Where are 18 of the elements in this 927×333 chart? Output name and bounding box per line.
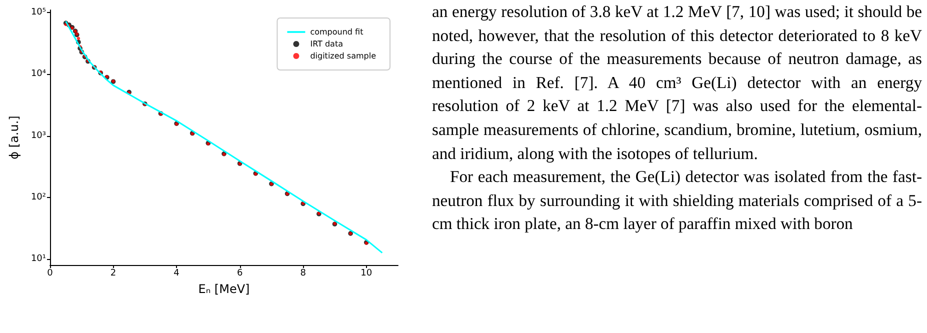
y-tick-label: 10⁴ xyxy=(30,69,46,80)
x-tick-label: 6 xyxy=(236,268,243,278)
x-axis-title: Eₙ [MeV] xyxy=(198,282,250,296)
x-tick-label: 4 xyxy=(174,268,180,278)
x-tick-label: 10 xyxy=(360,268,372,278)
legend-label: IRT data xyxy=(310,40,344,48)
y-tick-label: 10² xyxy=(30,192,46,202)
x-tick-label: 2 xyxy=(110,268,116,278)
legend-label: compound fit xyxy=(310,28,364,36)
x-tick-label: 8 xyxy=(300,268,306,278)
y-tick-label: 10³ xyxy=(30,130,46,141)
text: For each measurement, the Ge(Li) detector was isolated from the fast-neutron flux by surrounding it with shielding materials comprised of a 5-cm thick iron plate, an 8-cm layer of paraffin mixed with boron xyxy=(432,166,922,236)
text: an energy resolution of 3.8 keV at 1.2 MeV [7, 10] was used; it should be noted, however, that the resolution of this detector deteriorated to 8 keV during the course of the measurements because of neutron damage, as mentioned in Ref. [7]. A 40 cm³ Ge(Li) detector with an energy resolution of 2 keV at 1.2 MeV [7] was also used for the elemental-sample measurements of chlorine, scandium, bromine, lutetium, osmium, and iridium, along with the isotopes of tellurium. xyxy=(432,1,922,165)
y-tick-label: 10¹ xyxy=(30,254,46,264)
y-axis-title: ϕ [a.u.] xyxy=(7,116,21,160)
x-tick-label: 0 xyxy=(47,268,54,278)
legend-label: digitized sample xyxy=(310,52,376,60)
y-tick-label: 10⁵ xyxy=(30,8,46,18)
